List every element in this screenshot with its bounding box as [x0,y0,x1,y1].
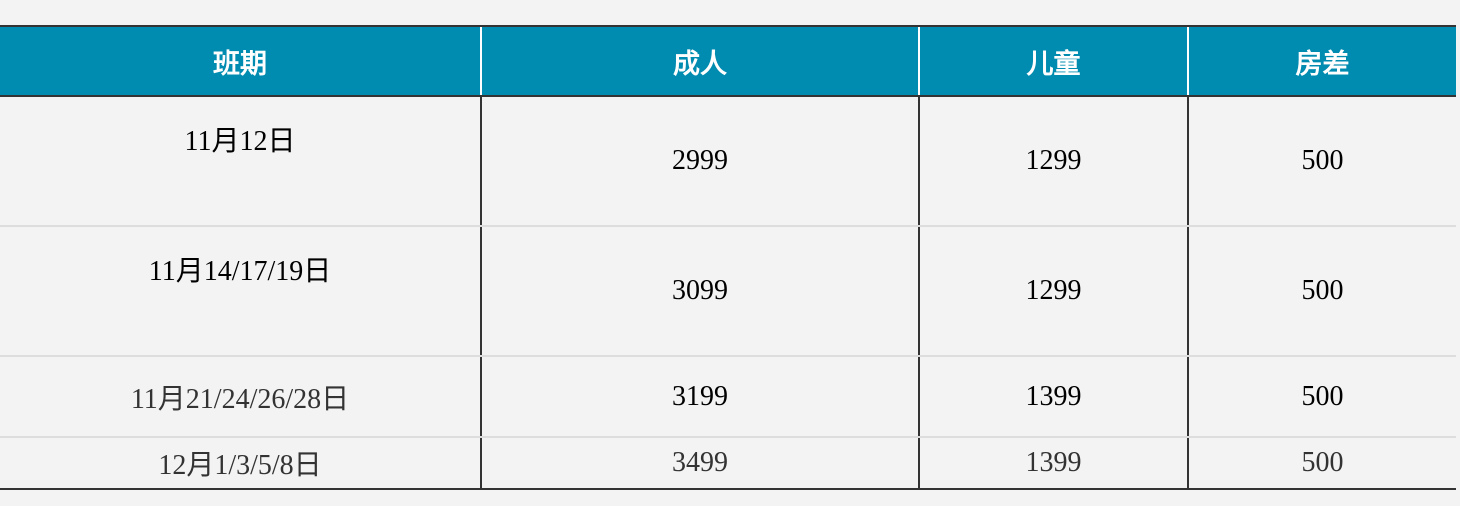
table-row: 12月1/3/5/8日 3499 1399 500 [0,438,1456,488]
cell-child: 1399 [920,438,1189,488]
cell-room-diff: 500 [1301,275,1344,306]
cell-adult: 3099 [482,227,920,355]
cell-room-diff: 500 [1301,447,1344,478]
cell-dates: 11月21/24/26/28日 [0,357,482,436]
cell-dates: 11月14/17/19日 [0,227,482,355]
price-table: 班期 成人 儿童 房差 11月12日 2999 1299 500 11月14/1… [0,25,1456,490]
header-dates: 班期 [0,27,482,95]
table-row: 11月14/17/19日 3099 1299 500 [0,227,1456,357]
header-child: 儿童 [920,27,1189,95]
header-room-diff: 房差 [1295,48,1350,80]
cell-room-diff: 500 [1301,145,1344,176]
table-header: 班期 成人 儿童 房差 [0,27,1456,97]
cell-child: 1399 [920,357,1189,436]
header-adult: 成人 [482,27,920,95]
cell-adult: 3199 [482,357,920,436]
table-row: 11月12日 2999 1299 500 [0,97,1456,227]
cell-adult: 3499 [482,438,920,488]
cell-room-diff: 500 [1301,380,1344,412]
cell-child: 1299 [920,97,1189,225]
cell-dates: 11月12日 [0,97,482,225]
cell-adult: 2999 [482,97,920,225]
table-row: 11月21/24/26/28日 3199 1399 500 [0,357,1456,438]
cell-dates: 12月1/3/5/8日 [0,438,482,488]
cell-child: 1299 [920,227,1189,355]
